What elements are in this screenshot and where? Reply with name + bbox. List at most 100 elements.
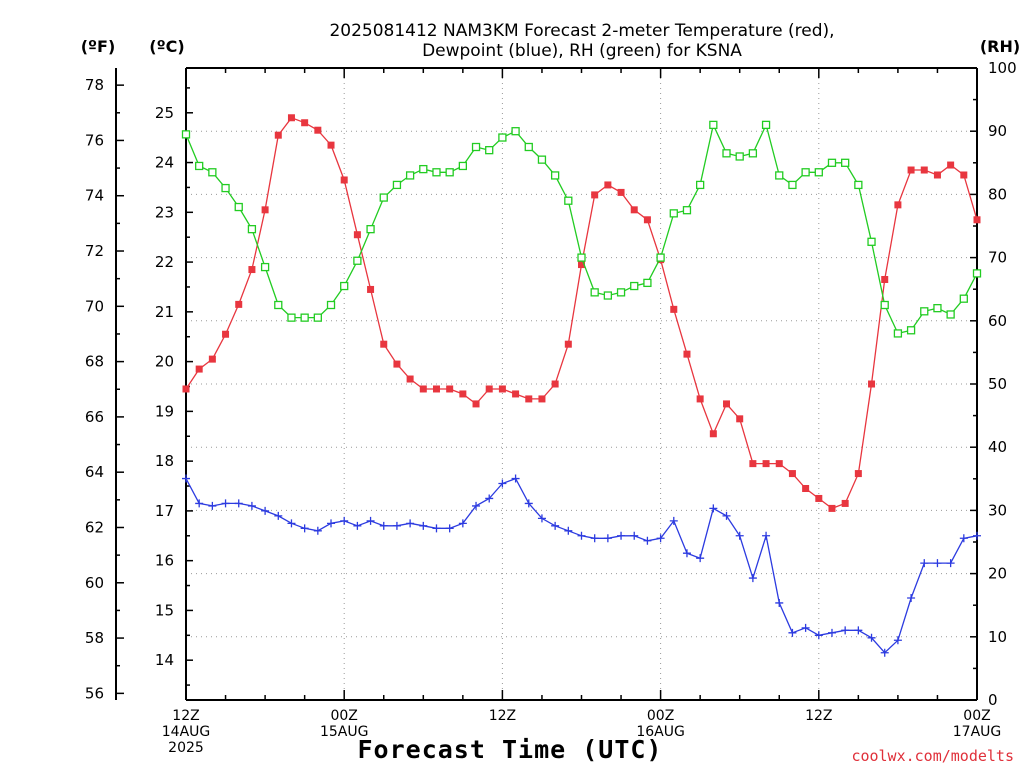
dewpoint-point bbox=[946, 559, 955, 568]
dewpoint-point bbox=[696, 554, 705, 563]
dewpoint-point bbox=[814, 631, 823, 640]
rh-point bbox=[247, 225, 257, 234]
temperature-point bbox=[195, 365, 203, 373]
dewpoint-point bbox=[524, 499, 533, 508]
dewpoint-point bbox=[722, 511, 731, 520]
dewpoint-point bbox=[287, 519, 296, 528]
dewpoint-point bbox=[195, 499, 204, 508]
rh-point bbox=[181, 130, 191, 139]
temperature-point bbox=[933, 171, 941, 179]
celsius-tick-label: 14 bbox=[155, 651, 174, 669]
dewpoint-point bbox=[379, 521, 388, 530]
title: 2025081412 NAM3KM Forecast 2-meter Tempe… bbox=[329, 21, 834, 61]
temperature-point bbox=[327, 141, 335, 149]
dewpoint-point bbox=[788, 628, 797, 637]
rh-point bbox=[260, 262, 270, 272]
dewpoint-point bbox=[603, 534, 612, 543]
temperature-point bbox=[287, 114, 295, 122]
temperature-point bbox=[591, 191, 599, 199]
rh-unit-label: (RH) bbox=[980, 37, 1020, 56]
rh-point bbox=[366, 225, 375, 234]
temperature-point bbox=[261, 206, 269, 214]
rh-point bbox=[880, 300, 889, 310]
dewpoint-point bbox=[735, 531, 744, 540]
temperature-point bbox=[828, 504, 836, 512]
axes: 56 58 60 62 64 66 68 70 72 74 76 78 14 15 16 17 18 19 20 21… bbox=[85, 59, 1017, 756]
rh-point bbox=[577, 253, 586, 262]
celsius-tick-label: 16 bbox=[155, 552, 174, 570]
rh-point bbox=[946, 310, 955, 319]
temperature-point bbox=[947, 161, 955, 169]
celsius-tick-label: 18 bbox=[155, 452, 174, 470]
fahrenheit-tick-label: 60 bbox=[85, 574, 104, 592]
dewpoint-point bbox=[511, 474, 520, 483]
x-tick-label: 12Z bbox=[172, 708, 199, 724]
dewpoint-point bbox=[748, 574, 757, 583]
rh-tick-label: 0 bbox=[988, 691, 998, 709]
dewpoint-point bbox=[577, 531, 586, 540]
temperature-point bbox=[498, 385, 506, 393]
rh-point bbox=[814, 168, 823, 177]
temperature-point bbox=[235, 300, 243, 308]
rh-tick-label: 20 bbox=[988, 565, 1007, 583]
temperature-point bbox=[393, 360, 401, 368]
rh-point bbox=[208, 168, 217, 177]
dewpoint-point bbox=[419, 521, 428, 530]
dewpoint-point bbox=[867, 633, 876, 642]
temperature-point bbox=[881, 275, 889, 283]
temperature-point bbox=[973, 216, 981, 224]
dewpoint-point bbox=[392, 521, 401, 530]
dewpoint-point bbox=[472, 501, 481, 510]
x-tick-label: 15AUG bbox=[320, 724, 369, 740]
temperature-point bbox=[432, 385, 440, 393]
celsius-tick-label: 21 bbox=[155, 303, 174, 321]
temperature-point bbox=[446, 385, 454, 393]
temperature-point bbox=[406, 375, 414, 383]
rh-tick-label: 10 bbox=[988, 628, 1007, 646]
rh-point bbox=[326, 300, 336, 310]
celsius-tick-label: 23 bbox=[155, 203, 174, 221]
temperature-point bbox=[683, 350, 691, 358]
rh-point bbox=[550, 171, 560, 180]
rh-point bbox=[893, 329, 903, 338]
rh-point bbox=[761, 120, 771, 130]
temperature-point bbox=[459, 390, 467, 398]
rh-tick-label: 50 bbox=[988, 375, 1007, 393]
fahrenheit-tick-label: 68 bbox=[85, 353, 104, 371]
rh-point bbox=[432, 168, 441, 177]
rh-point bbox=[722, 149, 731, 158]
dewpoint-point bbox=[920, 559, 929, 568]
celsius-unit-label: (ºC) bbox=[149, 37, 184, 56]
temperature-point bbox=[775, 460, 783, 468]
dewpoint-point bbox=[406, 519, 415, 528]
temperature-point bbox=[367, 285, 375, 293]
rh-point bbox=[485, 146, 494, 155]
rh-point bbox=[669, 209, 678, 218]
temperature-point bbox=[762, 460, 770, 468]
x-tick-label: 00Z bbox=[647, 708, 674, 724]
rh-point bbox=[643, 278, 652, 288]
temperature-point bbox=[617, 188, 625, 196]
fahrenheit-tick-label: 70 bbox=[85, 297, 104, 315]
dewpoint-point bbox=[933, 559, 942, 568]
temperature-point bbox=[578, 261, 585, 269]
rh-point bbox=[682, 206, 692, 215]
temperature-point bbox=[907, 166, 915, 174]
grid bbox=[186, 68, 977, 700]
celsius-tick-label: 22 bbox=[155, 253, 174, 271]
dewpoint-point bbox=[208, 501, 217, 510]
dewpoint-point bbox=[590, 534, 599, 543]
temperature-point bbox=[564, 340, 572, 348]
rh-point bbox=[405, 171, 415, 180]
dewpoint-point bbox=[313, 526, 322, 535]
rh-point bbox=[287, 313, 296, 322]
rh-point bbox=[392, 180, 402, 190]
rh-point bbox=[498, 133, 507, 142]
dewpoint-point bbox=[854, 626, 863, 635]
temperature-point bbox=[643, 216, 651, 224]
dewpoint-point bbox=[234, 499, 243, 508]
temperature-point bbox=[525, 395, 533, 403]
rh-point bbox=[419, 164, 428, 174]
rh-line bbox=[185, 122, 978, 335]
